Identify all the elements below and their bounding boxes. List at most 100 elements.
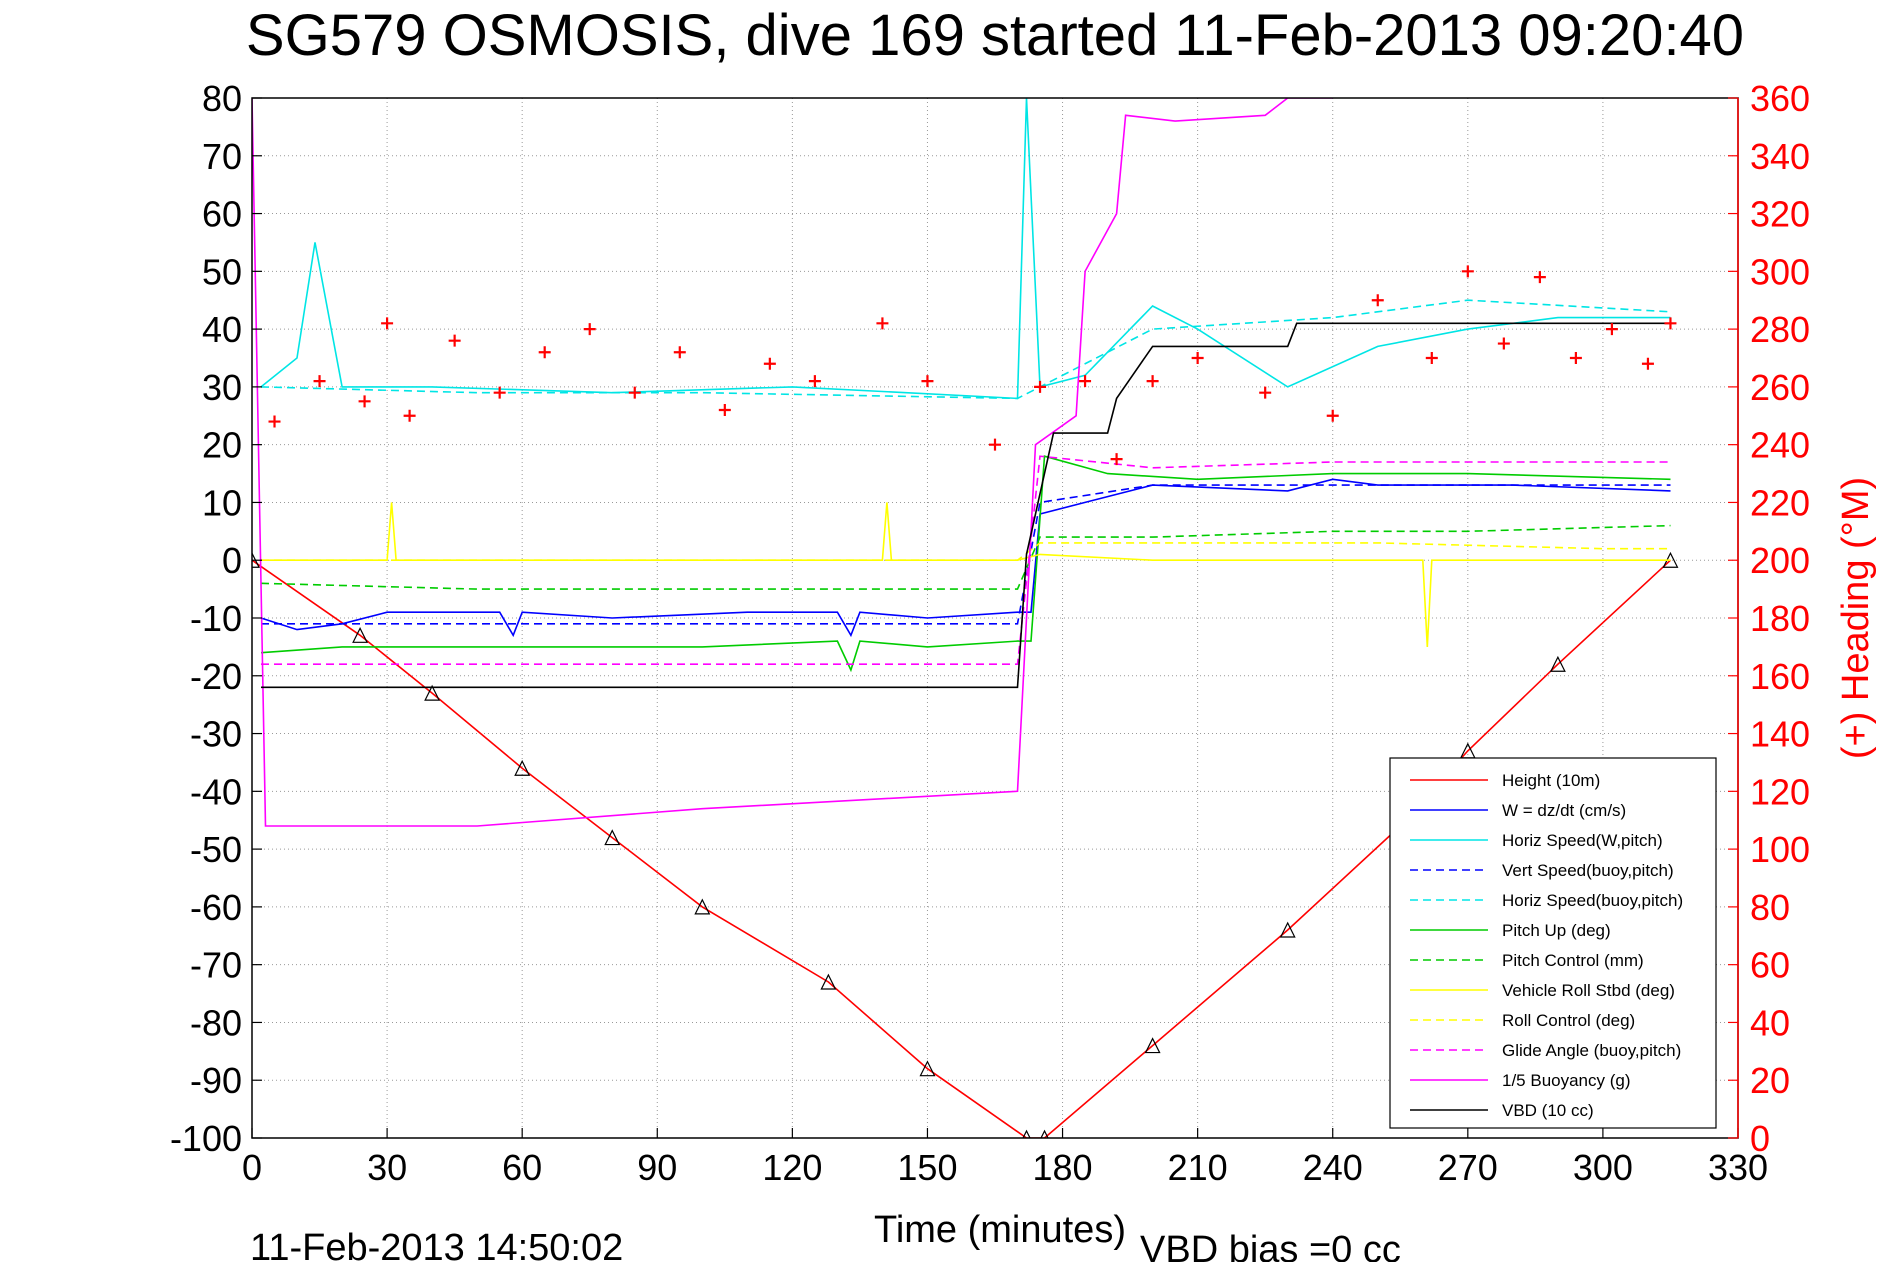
chart-title: SG579 OSMOSIS, dive 169 started 11-Feb-2…: [246, 3, 1744, 68]
y2-tick-label: 360: [1750, 78, 1810, 119]
heading-marker: [583, 323, 596, 336]
y2-tick-label: 200: [1750, 540, 1810, 581]
height-marker: [352, 626, 369, 643]
x-tick-label: 90: [637, 1147, 677, 1188]
x-tick-label: 330: [1708, 1147, 1768, 1188]
y2-tick-label: 280: [1750, 309, 1810, 350]
x-tick-label: 210: [1168, 1147, 1228, 1188]
x-tick-label: 120: [762, 1147, 822, 1188]
legend-label: W = dz/dt (cm/s): [1502, 801, 1626, 820]
y2-tick-label: 260: [1750, 367, 1810, 408]
heading-marker: [358, 395, 371, 408]
y-tick-label: -60: [190, 887, 242, 928]
series-line-5: [260, 455, 1671, 673]
legend-label: 1/5 Buoyancy (g): [1502, 1071, 1631, 1090]
heading-marker: [1079, 375, 1092, 388]
x-tick-label: 0: [242, 1147, 262, 1188]
y2-tick-label: 180: [1750, 598, 1810, 639]
y2-tick-label: 60: [1750, 945, 1790, 986]
heading-marker: [763, 357, 776, 370]
heading-marker: [268, 415, 281, 428]
heading-marker: [989, 438, 1001, 451]
series-line-2: [260, 98, 1671, 400]
series-line-6: [260, 524, 1671, 590]
y-tick-label: -20: [190, 656, 242, 697]
series-heading-markers: [268, 265, 1677, 466]
x-axis-ticks: 0 30 60 90 120 150 180 210 240 270 300 330: [242, 1128, 1768, 1188]
x-tick-label: 180: [1033, 1147, 1093, 1188]
legend-label: Vehicle Roll Stbd (deg): [1502, 981, 1675, 1000]
x-tick-label: 270: [1438, 1147, 1498, 1188]
x-axis-label: Time (minutes): [874, 1209, 1126, 1251]
y2-tick-label: 120: [1750, 771, 1810, 812]
y-tick-label: 80: [202, 78, 242, 119]
heading-marker: [876, 317, 889, 330]
footer-date: 11-Feb-2013 14:50:02: [250, 1227, 623, 1262]
y-tick-label: -100: [170, 1118, 242, 1159]
y2-tick-label: 0: [1750, 1118, 1770, 1159]
y-tick-label: 40: [202, 309, 242, 350]
heading-marker: [1034, 380, 1047, 393]
y2-tick-label: 340: [1750, 136, 1810, 177]
y2-tick-label: 100: [1750, 829, 1810, 870]
x-tick-label: 240: [1303, 1147, 1363, 1188]
heading-marker: [1461, 265, 1474, 278]
legend-label: Pitch Control (mm): [1502, 951, 1644, 970]
y2-tick-label: 160: [1750, 656, 1810, 697]
y-tick-label: 20: [202, 425, 242, 466]
heading-marker: [493, 386, 506, 399]
heading-marker: [1425, 352, 1438, 364]
x-tick-label: 30: [367, 1147, 407, 1188]
heading-marker: [673, 346, 686, 359]
series-line-3: [261, 484, 1671, 625]
x-tick-label: 150: [897, 1147, 957, 1188]
y2-axis-label: (+) Heading (°M): [1835, 477, 1877, 759]
heading-marker: [1605, 323, 1618, 336]
heading-marker: [1533, 271, 1546, 284]
legend-label: Glide Angle (buoy,pitch): [1502, 1041, 1681, 1060]
legend-box: [1389, 757, 1717, 1129]
heading-marker: [1371, 294, 1384, 307]
vbd-bias-label: VBD bias =0 cc: [1140, 1229, 1401, 1262]
series-layer: [252, 98, 1679, 1138]
height-marker: [1549, 655, 1566, 672]
heading-marker: [448, 334, 461, 347]
heading-marker: [628, 386, 641, 399]
y-tick-label: 0: [222, 540, 242, 581]
y-tick-label: -70: [190, 945, 242, 986]
y-axis-ticks: 80 70 60 50 40 30 20 10 0 -10 -20 -30 -40 -50 -60 -70 -8…: [170, 78, 262, 1159]
series-line-11: [261, 322, 1671, 689]
height-marker: [604, 829, 621, 846]
heading-marker: [381, 317, 394, 330]
heading-marker: [1259, 386, 1272, 399]
y-tick-label: 60: [202, 194, 242, 235]
y-tick-label: 30: [202, 367, 242, 408]
y-tick-label: 70: [202, 136, 242, 177]
y2-axis-ticks: 3603403203002802602402202001801601401201…: [1728, 78, 1810, 1159]
series-line-1: [260, 478, 1671, 638]
height-marker: [1279, 921, 1296, 938]
legend-label: Pitch Up (deg): [1502, 921, 1611, 940]
y-tick-label: 10: [202, 482, 242, 523]
x-tick-label: 60: [502, 1147, 542, 1188]
y2-tick-label: 40: [1750, 1002, 1790, 1043]
y-tick-label: -80: [190, 1002, 242, 1043]
heading-marker: [1146, 375, 1159, 388]
y-tick-label: -50: [190, 829, 242, 870]
y2-tick-label: 320: [1750, 194, 1810, 235]
heading-marker: [403, 409, 416, 422]
y2-tick-label: 240: [1750, 425, 1810, 466]
series-line-4: [260, 299, 1671, 400]
y-tick-label: -10: [190, 598, 242, 639]
legend-label: Vert Speed(buoy,pitch): [1502, 861, 1674, 880]
heading-marker: [313, 375, 326, 388]
heading-marker: [1110, 453, 1123, 466]
series-line-8: [261, 542, 1671, 562]
legend-label: VBD (10 cc): [1502, 1101, 1594, 1120]
heading-marker: [1497, 337, 1510, 350]
series-line-9: [261, 455, 1671, 666]
legend-label: Roll Control (deg): [1502, 1011, 1635, 1030]
height-marker: [919, 1060, 936, 1077]
legend-label: Horiz Speed(W,pitch): [1502, 831, 1663, 850]
